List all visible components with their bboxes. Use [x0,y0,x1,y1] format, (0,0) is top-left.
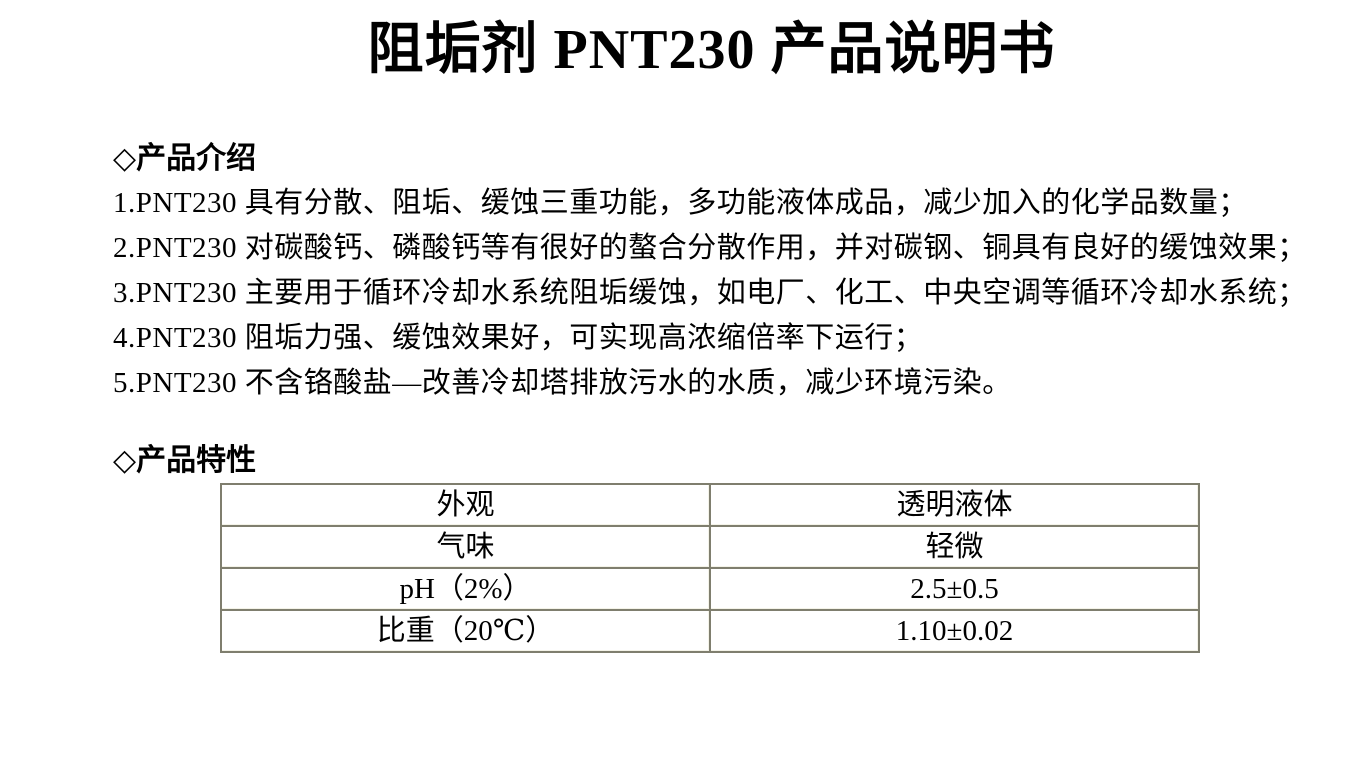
property-value: 透明液体 [709,483,1200,527]
intro-item-2: 2.PNT230 对碳酸钙、磷酸钙等有很好的螯合分散作用，并对碳钢、铜具有良好的… [113,232,1307,264]
table-row-appearance: 外观 透明液体 [220,483,1200,527]
intro-item-4: 4.PNT230 阻垢力强、缓蚀效果好，可实现高浓缩倍率下运行； [113,322,924,354]
document-title: 阻垢剂 PNT230 产品说明书 [367,19,1056,81]
property-label: 外观 [220,483,711,527]
property-label: pH（2%） [220,567,711,611]
table-row-ph: pH（2%） 2.5±0.5 [220,567,1200,611]
property-label: 气味 [220,525,711,569]
properties-table: 外观 透明液体 气味 轻微 pH（2%） 2.5±0.5 比重（20℃） 1.1… [220,483,1200,653]
property-value: 1.10±0.02 [709,609,1200,653]
table-row-specific-gravity: 比重（20℃） 1.10±0.02 [220,609,1200,653]
table-row-odor: 气味 轻微 [220,525,1200,569]
intro-item-3: 3.PNT230 主要用于循环冷却水系统阻垢缓蚀，如电厂、化工、中央空调等循环冷… [113,277,1307,309]
intro-section-heading: ◇产品介绍 [113,142,257,175]
section-product-properties: ◇产品特性 外观 透明液体 气味 轻微 pH（2%） 2.5±0.5 比重（20… [113,438,1310,653]
property-value: 2.5±0.5 [709,567,1200,611]
intro-item-1: 1.PNT230 具有分散、阻垢、缓蚀三重功能，多功能液体成品，减少加入的化学品… [113,187,1248,219]
section-product-intro: ◇产品介绍 1.PNT230 具有分散、阻垢、缓蚀三重功能，多功能液体成品，减少… [113,136,1310,406]
properties-section-heading: ◇产品特性 [113,444,257,477]
intro-item-5: 5.PNT230 不含铬酸盐—改善冷却塔排放污水的水质，减少环境污染。 [113,367,1012,399]
property-label: 比重（20℃） [220,609,711,653]
property-value: 轻微 [709,525,1200,569]
